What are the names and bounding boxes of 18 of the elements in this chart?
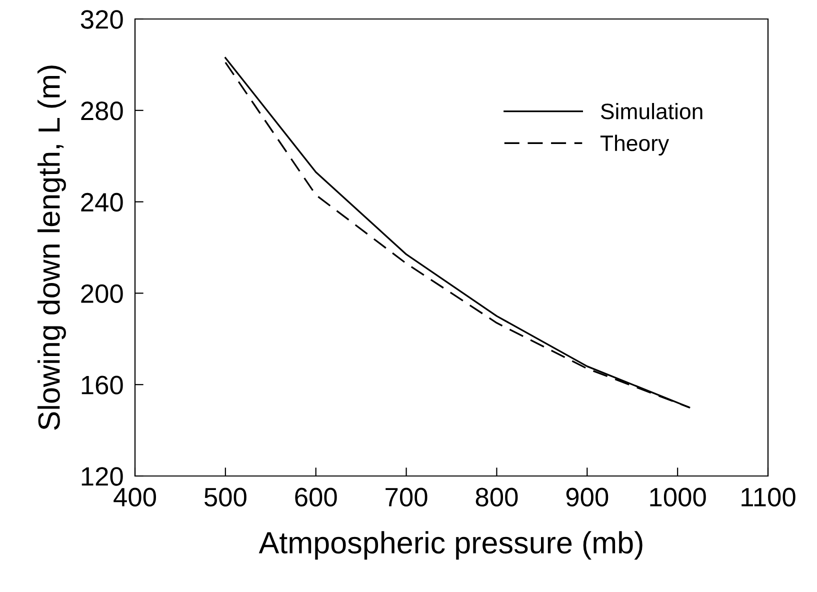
legend-label: Theory <box>600 134 670 156</box>
x-tick-label: 800 <box>476 488 518 506</box>
x-tick-label: 700 <box>386 488 428 506</box>
x-tick-label: 400 <box>114 488 156 506</box>
y-tick-label: 280 <box>81 102 123 120</box>
x-axis-title: Atmpospheric pressure (mb) <box>258 531 642 560</box>
x-tick-label: 1000 <box>650 488 706 506</box>
y-axis-title: Slowing down length, L (m) <box>37 66 66 430</box>
y-tick-label: 160 <box>82 376 123 394</box>
x-tick-label: 500 <box>204 488 246 506</box>
y-tick-label: 320 <box>80 10 123 29</box>
x-tick-label: 1100 <box>742 488 796 506</box>
y-tick-label: 240 <box>81 192 123 212</box>
y-tick-label: 120 <box>82 467 123 486</box>
x-tick-label: 600 <box>295 488 337 506</box>
x-tick-label: 900 <box>566 488 608 506</box>
legend-label: Simulation <box>600 102 702 120</box>
y-tick-label: 200 <box>81 284 123 304</box>
